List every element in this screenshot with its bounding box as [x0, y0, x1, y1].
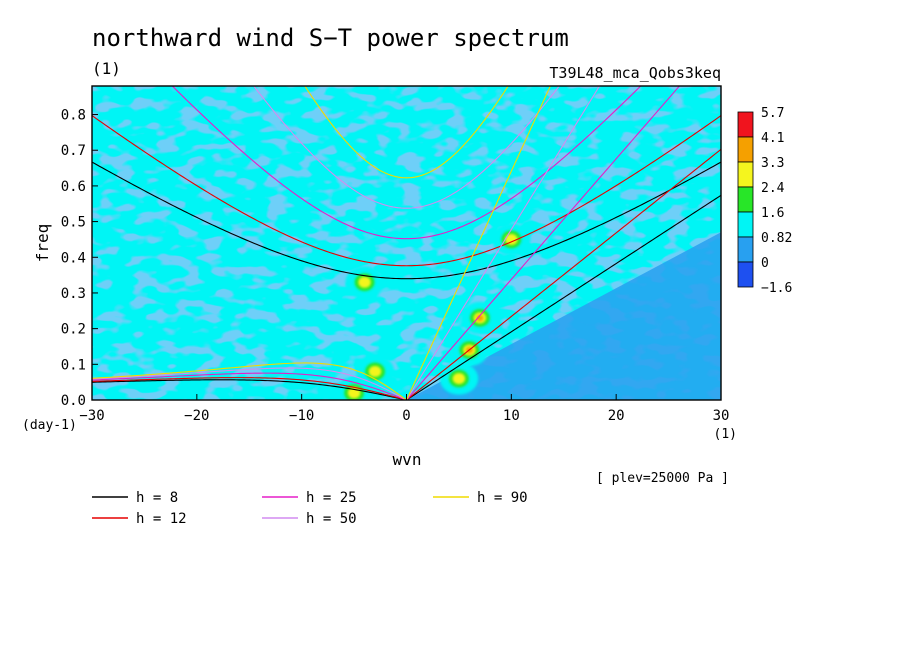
y-tick-label-6: 0.6 — [61, 179, 86, 195]
chart-subtitle-right: T39L48_mca_Qobs3keq — [549, 64, 721, 82]
curve-kelvin-h50 — [406, 86, 601, 400]
chart-title: northward wind S−T power spectrum — [92, 24, 569, 52]
legend: h = 8 h = 12 h = 25 h = 50 h = 90 — [92, 490, 528, 527]
x-tick-label-2: −10 — [289, 408, 314, 424]
colorbar-swatch-1 — [737, 136, 754, 163]
colorbar-swatch-0 — [737, 111, 754, 138]
y-tick-label-8: 0.8 — [61, 108, 86, 124]
colorbar-swatch-4 — [737, 211, 754, 238]
high-region-6-layer-2 — [505, 233, 518, 246]
legend-label-h12: h = 12 — [136, 511, 187, 527]
plot-area — [92, 86, 721, 400]
y-tick-label-3: 0.3 — [61, 286, 86, 302]
y-tick-label-1: 0.1 — [61, 357, 86, 373]
x-unit-label: (1) — [714, 427, 737, 442]
legend-label-h8: h = 8 — [136, 490, 178, 506]
x-tick-label-5: 20 — [608, 408, 625, 424]
colorbar-label-0: 5.7 — [761, 106, 784, 121]
x-tick-label-6: 30 — [713, 408, 730, 424]
curve-ig-h8 — [92, 161, 721, 280]
high-region-5-layer-2 — [358, 276, 371, 288]
footnote: [ plev=25000 Pa ] — [596, 471, 729, 486]
curve-ig-h25 — [171, 86, 642, 240]
y-tick-label-2: 0.2 — [61, 322, 86, 338]
legend-label-h50: h = 50 — [306, 511, 357, 527]
colorbar-label-5: 0.82 — [761, 231, 792, 246]
chart-subtitle-left: (1) — [92, 59, 121, 78]
curve-kelvin-h90 — [405, 86, 551, 400]
high-region-1-layer-2 — [368, 365, 382, 378]
high-region-2-layer-2 — [452, 372, 466, 385]
colorbar-swatch-6 — [737, 261, 754, 288]
colorbar-label-7: −1.6 — [761, 281, 792, 296]
legend-label-h90: h = 90 — [477, 490, 528, 506]
colorbar-swatch-5 — [737, 236, 754, 263]
y-tick-label-4: 0.4 — [61, 250, 86, 266]
curve-rossby-h8 — [92, 379, 407, 400]
curve-rossby-h12 — [92, 377, 407, 400]
x-tick-label-0: −30 — [79, 408, 104, 424]
colorbar-label-4: 1.6 — [761, 206, 784, 221]
dispersion-curves — [92, 86, 721, 400]
x-axis: −30 −20 −10 0 10 20 30 — [79, 394, 729, 424]
curve-kelvin-h12 — [406, 148, 721, 400]
legend-label-h25: h = 25 — [306, 490, 357, 506]
y-tick-label-0: 0.0 — [61, 393, 86, 409]
colorbar-label-6: 0 — [761, 256, 769, 271]
colorbar: 5.7 4.1 3.3 2.4 1.6 0.82 0 −1.6 — [737, 106, 792, 296]
curve-rossby-h25 — [92, 372, 407, 400]
curve-ig-h50 — [253, 86, 560, 209]
colorbar-swatch-2 — [737, 161, 754, 188]
y-tick-label-7: 0.7 — [61, 143, 86, 159]
x-tick-label-1: −20 — [184, 408, 209, 424]
y-axis: 0.0 0.1 0.2 0.3 0.4 0.5 0.6 0.7 0.8 — [61, 108, 98, 409]
x-tick-label-3: 0 — [402, 408, 410, 424]
colorbar-label-3: 2.4 — [761, 181, 785, 196]
curve-kelvin-h8 — [406, 194, 721, 400]
curve-rossby-h90 — [92, 362, 407, 400]
x-axis-title: wvn — [393, 450, 422, 469]
curve-rossby-h50 — [92, 367, 407, 400]
colorbar-label-2: 3.3 — [761, 156, 784, 171]
y-axis-title: freq — [33, 224, 52, 263]
x-tick-label-4: 10 — [503, 408, 520, 424]
curve-ig-h90 — [304, 86, 509, 179]
high-region-4-layer-3 — [476, 314, 484, 322]
y-unit-label: (day-1) — [22, 418, 77, 433]
curve-ig-h12 — [92, 115, 721, 267]
y-tick-label-5: 0.5 — [61, 215, 86, 231]
curve-kelvin-h25 — [406, 86, 681, 400]
low-power-wedge — [406, 232, 721, 400]
colorbar-swatch-3 — [737, 186, 754, 213]
colorbar-label-1: 4.1 — [761, 131, 784, 146]
